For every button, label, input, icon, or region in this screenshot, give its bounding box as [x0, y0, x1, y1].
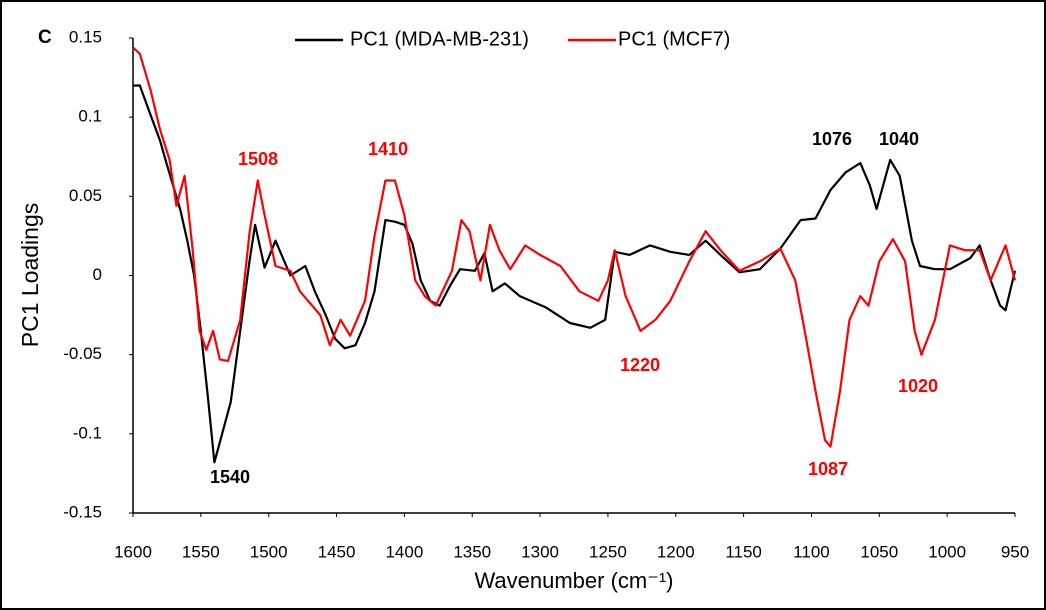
- y-tick-label: 0: [93, 265, 102, 284]
- y-tick-label: -0.15: [63, 502, 102, 521]
- peak-annotation: 1410: [368, 139, 408, 159]
- peak-annotation: 1220: [620, 355, 660, 375]
- x-tick-label: 1250: [589, 542, 627, 561]
- x-tick-label: 1050: [860, 542, 898, 561]
- y-axis-title: PC1 Loadings: [17, 203, 43, 348]
- y-tick-label: -0.1: [73, 423, 102, 442]
- peak-annotation: 1020: [898, 376, 938, 396]
- peak-annotation: 1040: [879, 129, 919, 149]
- peak-annotation: 1508: [238, 149, 278, 169]
- x-tick-label: 1400: [385, 542, 423, 561]
- y-tick-label: -0.05: [63, 344, 102, 363]
- y-tick-label: 0.05: [69, 186, 102, 205]
- series-line: [132, 46, 1017, 448]
- x-tick-label: 1300: [521, 542, 559, 561]
- x-tick-label: 1600: [114, 542, 152, 561]
- x-tick-label: 1450: [318, 542, 356, 561]
- legend-label: PC1 (MCF7): [618, 28, 730, 50]
- x-tick-label: 1200: [657, 542, 695, 561]
- x-tick-label: 1100: [793, 542, 830, 561]
- peak-annotation: 1087: [808, 459, 848, 479]
- x-tick-label: 1350: [453, 542, 491, 561]
- panel-label: C: [38, 27, 52, 48]
- y-tick-label: 0.1: [78, 107, 102, 126]
- peak-annotation: 1076: [812, 129, 852, 149]
- x-tick-label: 1500: [250, 542, 288, 561]
- x-tick-label: 1000: [928, 542, 966, 561]
- peak-annotation: 1540: [210, 467, 250, 487]
- y-tick-label: 0.15: [69, 27, 102, 46]
- x-tick-label: 1550: [182, 542, 220, 561]
- legend-label: PC1 (MDA-MB-231): [350, 28, 529, 50]
- x-axis-title: Wavenumber (cm⁻¹): [474, 568, 673, 593]
- series-line: [133, 84, 1017, 464]
- x-tick-label: 1150: [725, 542, 762, 561]
- x-tick-label: 950: [1001, 542, 1029, 561]
